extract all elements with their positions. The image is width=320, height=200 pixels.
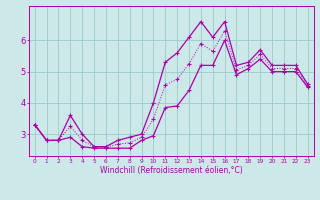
X-axis label: Windchill (Refroidissement éolien,°C): Windchill (Refroidissement éolien,°C) xyxy=(100,166,243,175)
